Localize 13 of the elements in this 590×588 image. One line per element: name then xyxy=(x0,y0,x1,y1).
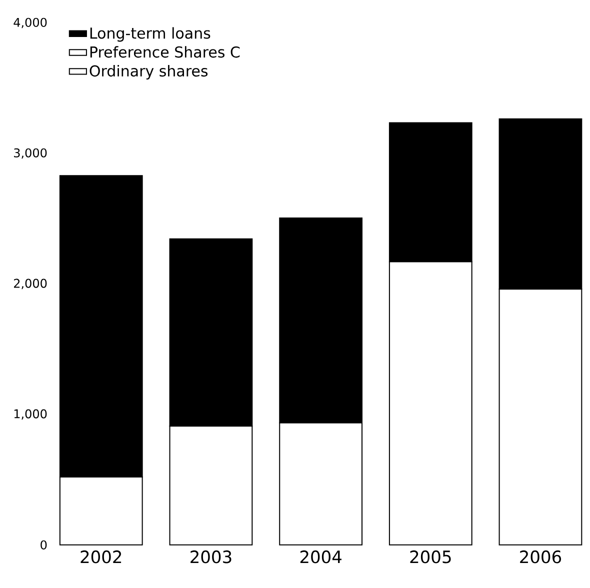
x-tick-label: 2005 xyxy=(410,550,451,564)
legend-label: Preference Shares C xyxy=(90,46,240,58)
y-tick-label: 4,000 xyxy=(14,18,47,28)
x-tick-label: 2006 xyxy=(520,550,562,564)
legend-label: Ordinary shares xyxy=(90,65,208,80)
x-tick-label: 2004 xyxy=(300,550,342,564)
y-tick-label: 0 xyxy=(40,540,47,550)
x-tick-label: 2002 xyxy=(80,550,122,564)
y-tick-label: 1,000 xyxy=(14,409,47,420)
y-tick-label: 2,000 xyxy=(14,278,47,290)
x-tick-label: 2003 xyxy=(190,550,232,564)
legend-label: Long-term loans xyxy=(90,27,210,42)
y-tick-label: 3,000 xyxy=(14,148,47,159)
